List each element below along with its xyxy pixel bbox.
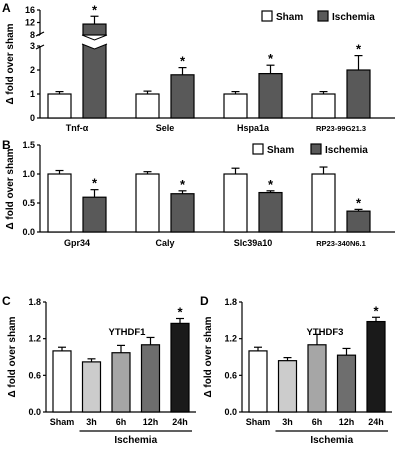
category-label-d: 6h	[312, 417, 323, 427]
bar-break-line-0	[81, 34, 108, 41]
y-tick-label-d: 0.0	[224, 407, 237, 417]
y-axis-title-d: Δ fold over sham	[203, 316, 214, 397]
bar-sham-0	[47, 93, 72, 119]
y-tick-label-b: 1.5	[22, 140, 35, 150]
y-tick-label-b: 0.5	[22, 198, 35, 208]
bar-24h-d	[366, 320, 386, 413]
legend-swatch-ischemia	[317, 10, 329, 22]
bar-sham-0	[47, 173, 72, 233]
bar-ischemia-1	[170, 193, 195, 233]
significance-star-d: *	[373, 303, 379, 318]
axis-break-mark-a	[35, 44, 45, 50]
legend-swatch-ischemia	[310, 143, 322, 155]
significance-star-b: *	[180, 177, 186, 192]
bar-sham-3	[311, 173, 336, 233]
category-label-a: RP23-99G21.3	[316, 124, 366, 133]
bar-break-gap-0	[82, 35, 107, 49]
legend-swatch-sham	[252, 143, 264, 155]
y-tick-label-c: 0.6	[28, 370, 41, 380]
bar-6h-c	[111, 352, 131, 413]
bar-sham-2	[223, 93, 248, 119]
category-label-b: RP23-340N6.1	[316, 239, 366, 248]
bar-3h-d	[277, 360, 298, 413]
bar-ischemia-1	[170, 74, 195, 119]
significance-star-c: *	[177, 305, 183, 320]
y-tick-label-a: 3	[30, 41, 35, 51]
y-tick-label-c: 0.0	[28, 407, 41, 417]
panel-letter-d: D	[200, 294, 209, 308]
legend-label-ischemia: Ischemia	[325, 145, 368, 156]
y-tick-label-c: 1.2	[28, 334, 41, 344]
category-label-d: 24h	[368, 417, 384, 427]
y-tick-label-a: 2	[30, 65, 35, 75]
bar-ischemia-2	[258, 72, 283, 119]
bar-ischemia-0	[82, 43, 107, 119]
significance-star-a: *	[92, 2, 98, 17]
category-label-b: Gpr34	[64, 238, 90, 248]
significance-star-b: *	[92, 176, 98, 191]
y-tick-label-d: 1.8	[224, 297, 237, 307]
y-tick-label-a: 8	[30, 30, 35, 40]
panel-letter-c: C	[2, 294, 11, 308]
group-label-d: Ischemia	[310, 435, 353, 446]
category-label-c: Sham	[50, 417, 75, 427]
bar-sham-3	[311, 93, 336, 119]
y-tick-label-a: 1	[30, 89, 35, 99]
group-label-c: Ischemia	[114, 435, 157, 446]
category-label-a: Tnf-α	[66, 123, 89, 133]
significance-star-a: *	[268, 51, 274, 66]
bar-ischemia-0	[82, 196, 107, 233]
bar-sham-1	[135, 93, 160, 119]
legend-label-ischemia: Ischemia	[332, 12, 375, 23]
legend-label-sham: Sham	[267, 145, 294, 156]
y-tick-label-b: 1.0	[22, 169, 35, 179]
legend-swatch-sham	[261, 10, 273, 22]
significance-star-a: *	[356, 42, 362, 57]
bar-6h-d	[307, 344, 327, 413]
bar-ischemia-2	[258, 191, 283, 233]
panel-letter-b: B	[2, 138, 11, 152]
panel-letter-a: A	[2, 1, 11, 15]
bar-12h-c	[140, 344, 161, 413]
y-tick-label-a: 12	[25, 18, 35, 28]
y-tick-label-a: 16	[25, 5, 35, 15]
category-label-c: 6h	[116, 417, 127, 427]
y-axis-title-a: Δ fold over sham	[5, 23, 16, 104]
category-label-a: Sele	[156, 123, 175, 133]
category-label-b: Slc39a10	[234, 238, 273, 248]
category-label-d: 3h	[282, 417, 293, 427]
bar-3h-c	[81, 361, 102, 413]
y-tick-label-a: 0	[30, 113, 35, 123]
y-tick-label-c: 1.8	[28, 297, 41, 307]
bar-sham-c	[52, 350, 72, 413]
category-label-d: Sham	[246, 417, 271, 427]
category-label-c: 24h	[172, 417, 188, 427]
bar-24h-c	[170, 322, 190, 413]
category-label-c: 12h	[143, 417, 159, 427]
y-tick-label-b: 0.0	[22, 227, 35, 237]
category-label-a: Hspa1a	[237, 123, 270, 133]
bar-12h-d	[336, 354, 357, 413]
category-label-d: 12h	[339, 417, 355, 427]
bar-ischemia-3	[346, 210, 371, 233]
bar-sham-1	[135, 173, 160, 233]
y-axis-title-c: Δ fold over sham	[7, 316, 18, 397]
chart-title-d: YTHDF3	[307, 327, 344, 338]
y-axis-title-b: Δ fold over sham	[5, 148, 16, 229]
legend-label-sham: Sham	[276, 12, 303, 23]
significance-star-a: *	[180, 54, 186, 69]
category-label-b: Caly	[155, 238, 174, 248]
significance-star-b: *	[268, 177, 274, 192]
category-label-c: 3h	[86, 417, 97, 427]
y-tick-label-d: 1.2	[224, 334, 237, 344]
chart-title-c: YTHDF1	[109, 327, 147, 338]
bar-sham-d	[248, 350, 268, 413]
bar-ischemia-3	[346, 69, 371, 119]
significance-star-b: *	[356, 195, 362, 210]
bar-sham-2	[223, 173, 248, 233]
bar-break-line-0	[81, 43, 108, 50]
y-tick-label-d: 0.6	[224, 370, 237, 380]
bar-ischemia-0-upper	[82, 23, 107, 36]
